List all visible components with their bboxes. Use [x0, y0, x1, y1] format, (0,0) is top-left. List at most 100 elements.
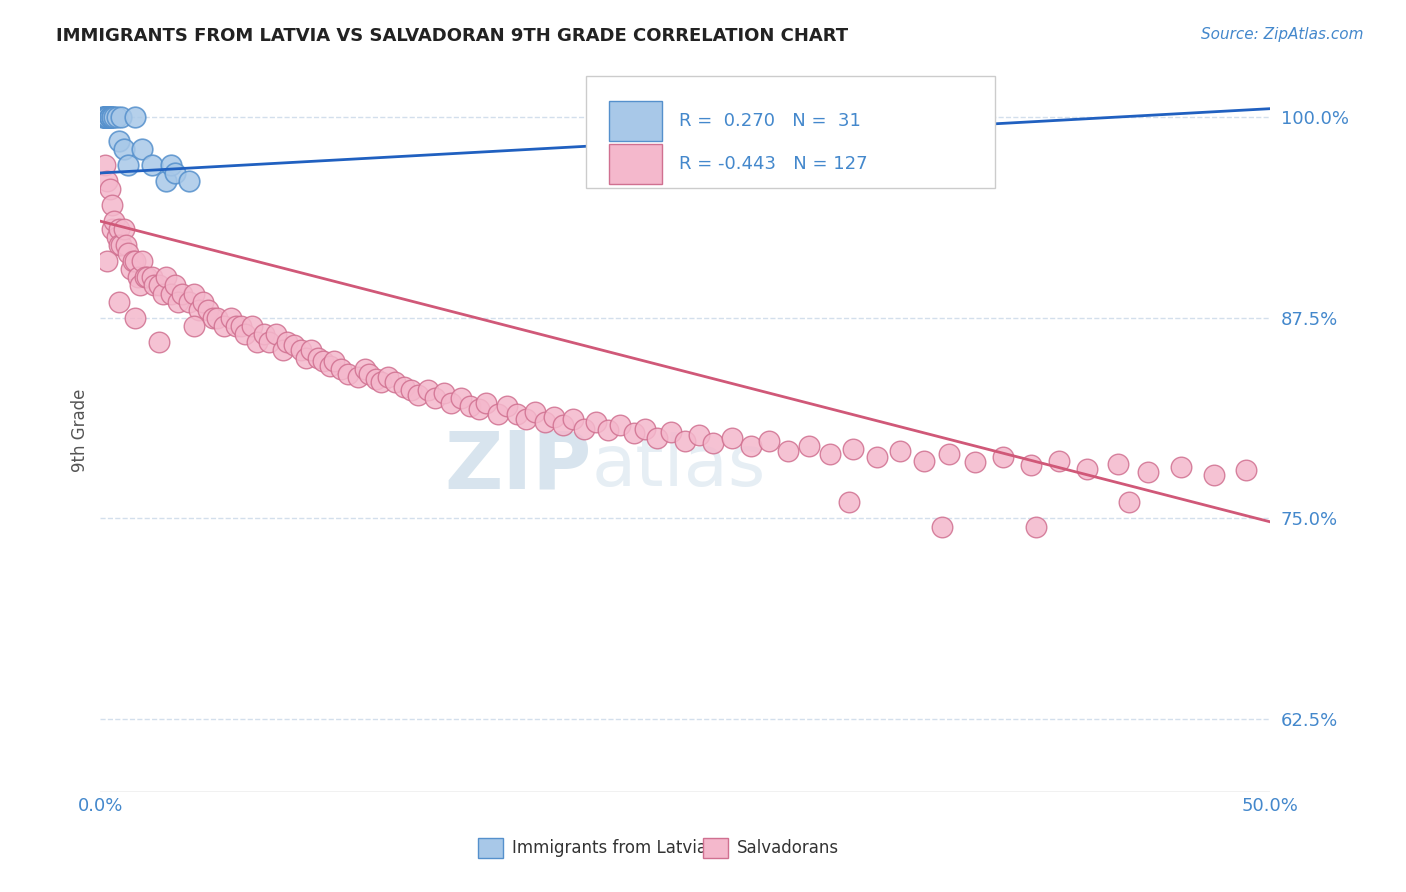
Point: [818, 447, 841, 461]
Point: [318, 359, 340, 373]
Point: [505, 407, 527, 421]
Text: R = -0.443   N = 127: R = -0.443 N = 127: [679, 155, 868, 173]
Point: [96, 110, 118, 124]
Point: [416, 383, 439, 397]
Point: [127, 270, 149, 285]
Point: [496, 399, 519, 413]
Point: [702, 436, 724, 450]
Point: [253, 326, 276, 341]
Point: [108, 134, 131, 148]
Point: [179, 174, 201, 188]
Point: [115, 238, 138, 252]
Point: [673, 434, 696, 449]
Point: [101, 110, 124, 124]
Point: [136, 270, 159, 285]
Point: [98, 110, 121, 124]
Point: [264, 326, 287, 341]
Point: [740, 439, 762, 453]
Point: [623, 426, 645, 441]
Point: [94, 110, 117, 124]
Point: [838, 495, 860, 509]
Point: [609, 418, 631, 433]
Point: [486, 407, 509, 421]
Point: [148, 278, 170, 293]
Point: [148, 334, 170, 349]
Point: [574, 421, 596, 435]
Point: [94, 158, 117, 172]
Point: [440, 396, 463, 410]
Point: [240, 318, 263, 333]
Point: [659, 425, 682, 439]
Point: [117, 158, 139, 172]
Point: [330, 362, 353, 376]
Point: [842, 442, 865, 457]
Point: [697, 150, 720, 164]
Point: [394, 380, 416, 394]
Point: [366, 372, 388, 386]
Point: [141, 270, 163, 285]
Point: [103, 214, 125, 228]
Point: [276, 334, 298, 349]
Point: [311, 354, 333, 368]
Point: [94, 110, 117, 124]
Point: [134, 270, 156, 285]
Point: [1076, 461, 1098, 475]
Point: [246, 334, 269, 349]
Point: [141, 158, 163, 172]
Text: R =  0.270   N =  31: R = 0.270 N = 31: [679, 112, 860, 129]
Point: [131, 142, 153, 156]
Point: [543, 410, 565, 425]
Point: [91, 110, 114, 124]
Point: [433, 386, 456, 401]
Point: [165, 166, 187, 180]
Point: [353, 362, 375, 376]
Point: [458, 399, 481, 413]
Point: [122, 254, 145, 268]
Point: [172, 286, 194, 301]
Point: [108, 238, 131, 252]
Point: [193, 294, 215, 309]
Point: [1025, 519, 1047, 533]
Point: [931, 519, 953, 533]
Point: [143, 278, 166, 293]
Point: [645, 431, 668, 445]
Point: [408, 388, 430, 402]
Point: [337, 367, 360, 381]
Point: [1234, 463, 1257, 477]
Point: [475, 396, 498, 410]
Point: [94, 110, 117, 124]
Point: [197, 302, 219, 317]
Point: [561, 412, 583, 426]
Point: [96, 254, 118, 268]
Point: [401, 383, 423, 397]
Bar: [703, 838, 728, 858]
Point: [307, 351, 329, 365]
Point: [533, 415, 555, 429]
Point: [468, 402, 491, 417]
Point: [108, 294, 131, 309]
Point: [585, 415, 607, 429]
Point: [271, 343, 294, 357]
Point: [596, 423, 619, 437]
Point: [1137, 465, 1160, 479]
Point: [515, 412, 537, 426]
Point: [101, 222, 124, 236]
Point: [201, 310, 224, 325]
Point: [323, 354, 346, 368]
Point: [103, 110, 125, 124]
Point: [101, 110, 124, 124]
Point: [105, 230, 128, 244]
Point: [1170, 460, 1192, 475]
Point: [359, 367, 381, 381]
Point: [129, 278, 152, 293]
Point: [183, 286, 205, 301]
Point: [370, 375, 392, 389]
Point: [155, 270, 177, 285]
Point: [207, 310, 229, 325]
Point: [991, 450, 1014, 465]
Point: [96, 110, 118, 124]
Point: [1019, 458, 1042, 473]
Text: IMMIGRANTS FROM LATVIA VS SALVADORAN 9TH GRADE CORRELATION CHART: IMMIGRANTS FROM LATVIA VS SALVADORAN 9TH…: [56, 27, 848, 45]
Point: [105, 110, 128, 124]
Point: [257, 334, 280, 349]
